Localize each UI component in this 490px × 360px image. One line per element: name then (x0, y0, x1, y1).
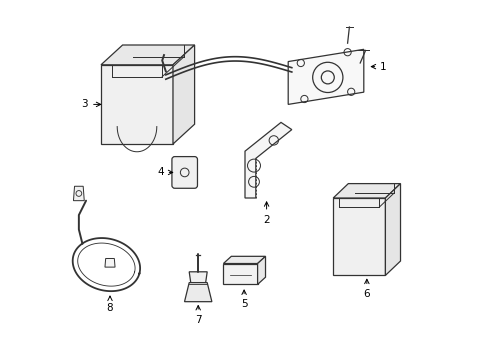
Text: 7: 7 (195, 306, 201, 325)
Polygon shape (74, 186, 84, 201)
Text: 6: 6 (364, 279, 370, 299)
Polygon shape (258, 256, 266, 284)
Polygon shape (333, 184, 400, 198)
Text: 1: 1 (371, 62, 387, 72)
Polygon shape (101, 45, 195, 65)
Polygon shape (105, 258, 115, 267)
Polygon shape (223, 264, 258, 284)
Polygon shape (223, 256, 266, 264)
Polygon shape (189, 272, 207, 284)
Polygon shape (101, 65, 173, 144)
Polygon shape (173, 45, 195, 144)
Polygon shape (288, 49, 364, 104)
Polygon shape (185, 283, 212, 302)
Polygon shape (245, 122, 292, 198)
Text: 4: 4 (157, 167, 173, 177)
Polygon shape (333, 198, 386, 275)
Text: 2: 2 (263, 202, 270, 225)
Polygon shape (386, 184, 400, 275)
Text: 3: 3 (81, 99, 101, 109)
Text: 8: 8 (107, 296, 113, 313)
FancyBboxPatch shape (172, 157, 197, 188)
Text: 5: 5 (241, 290, 247, 309)
